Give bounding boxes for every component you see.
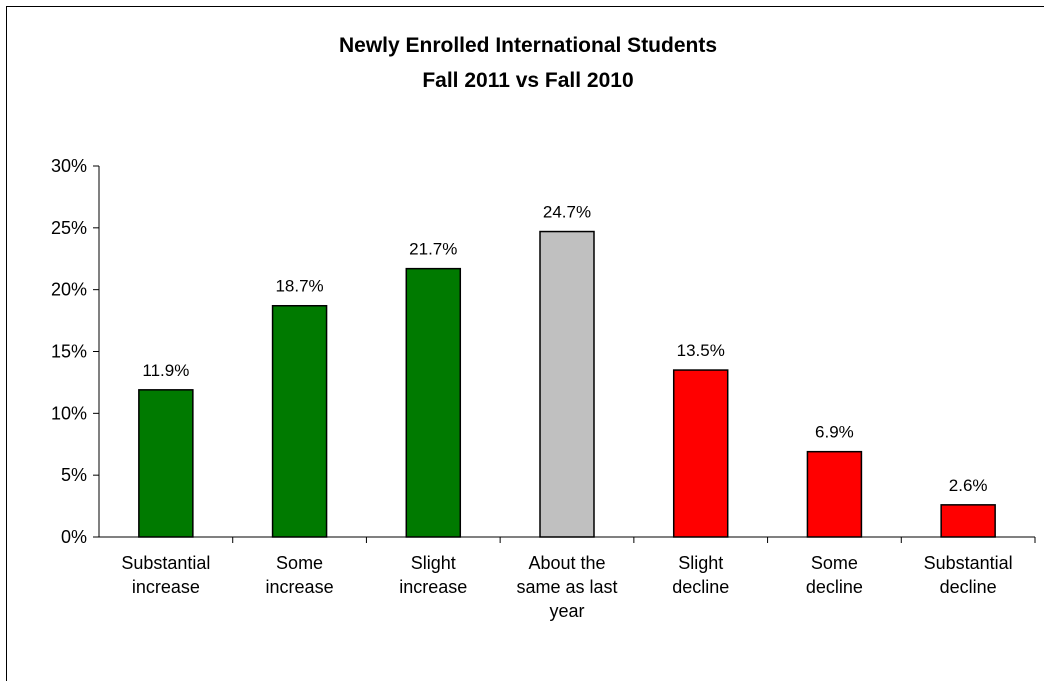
data-label: 11.9%: [142, 361, 189, 380]
chart-frame: Newly Enrolled International Students Fa…: [6, 6, 1044, 681]
category-label: increase: [132, 577, 200, 597]
data-label: 6.9%: [815, 423, 854, 442]
bars: [138, 230, 996, 538]
category-label: decline: [940, 577, 997, 597]
bar: [405, 267, 462, 538]
bar: [940, 504, 996, 538]
data-label: 24.7%: [543, 203, 591, 222]
y-tick-label: 10%: [51, 403, 87, 423]
bar: [138, 389, 194, 538]
y-tick-label: 20%: [51, 280, 87, 300]
category-label: same as last: [516, 577, 617, 597]
category-label: Substantial: [121, 553, 210, 573]
category-label: Some: [811, 553, 858, 573]
y-tick-label: 5%: [61, 465, 87, 485]
y-tick-label: 25%: [51, 218, 87, 238]
category-label: Slight: [678, 553, 723, 573]
data-label: 13.5%: [677, 341, 725, 360]
data-label: 2.6%: [949, 476, 988, 495]
data-label: 18.7%: [275, 277, 323, 296]
category-label: Slight: [411, 553, 456, 573]
category-label: decline: [806, 577, 863, 597]
category-label: Substantial: [924, 553, 1013, 573]
bar: [806, 450, 863, 538]
data-labels: 11.9% 18.7% 21.7% 24.7% 13.5% 6.9% 2.6%: [142, 203, 987, 495]
category-label: decline: [672, 577, 729, 597]
bar: [672, 369, 729, 538]
category-label: year: [549, 601, 584, 621]
y-tick-label: 30%: [51, 156, 87, 176]
chart-title-line-2: Fall 2011 vs Fall 2010: [422, 69, 633, 92]
category-labels: Substantial increase Some increase Slight inc…: [121, 553, 1012, 621]
data-label: 21.7%: [409, 240, 457, 259]
chart-title-line-1: Newly Enrolled International Students: [339, 34, 717, 57]
bar-chart: Newly Enrolled International Students Fa…: [51, 34, 1036, 621]
axes: 0% 5% 10% 15% 20% 25% 30%: [51, 156, 1036, 547]
y-tick-label: 0%: [61, 527, 87, 547]
category-label: About the: [528, 553, 605, 573]
bar: [539, 230, 595, 538]
y-tick-label: 15%: [51, 342, 87, 362]
category-label: increase: [266, 577, 334, 597]
bar: [271, 304, 328, 538]
category-label: increase: [399, 577, 467, 597]
category-label: Some: [276, 553, 323, 573]
chart-title: Newly Enrolled International Students Fa…: [339, 34, 717, 92]
